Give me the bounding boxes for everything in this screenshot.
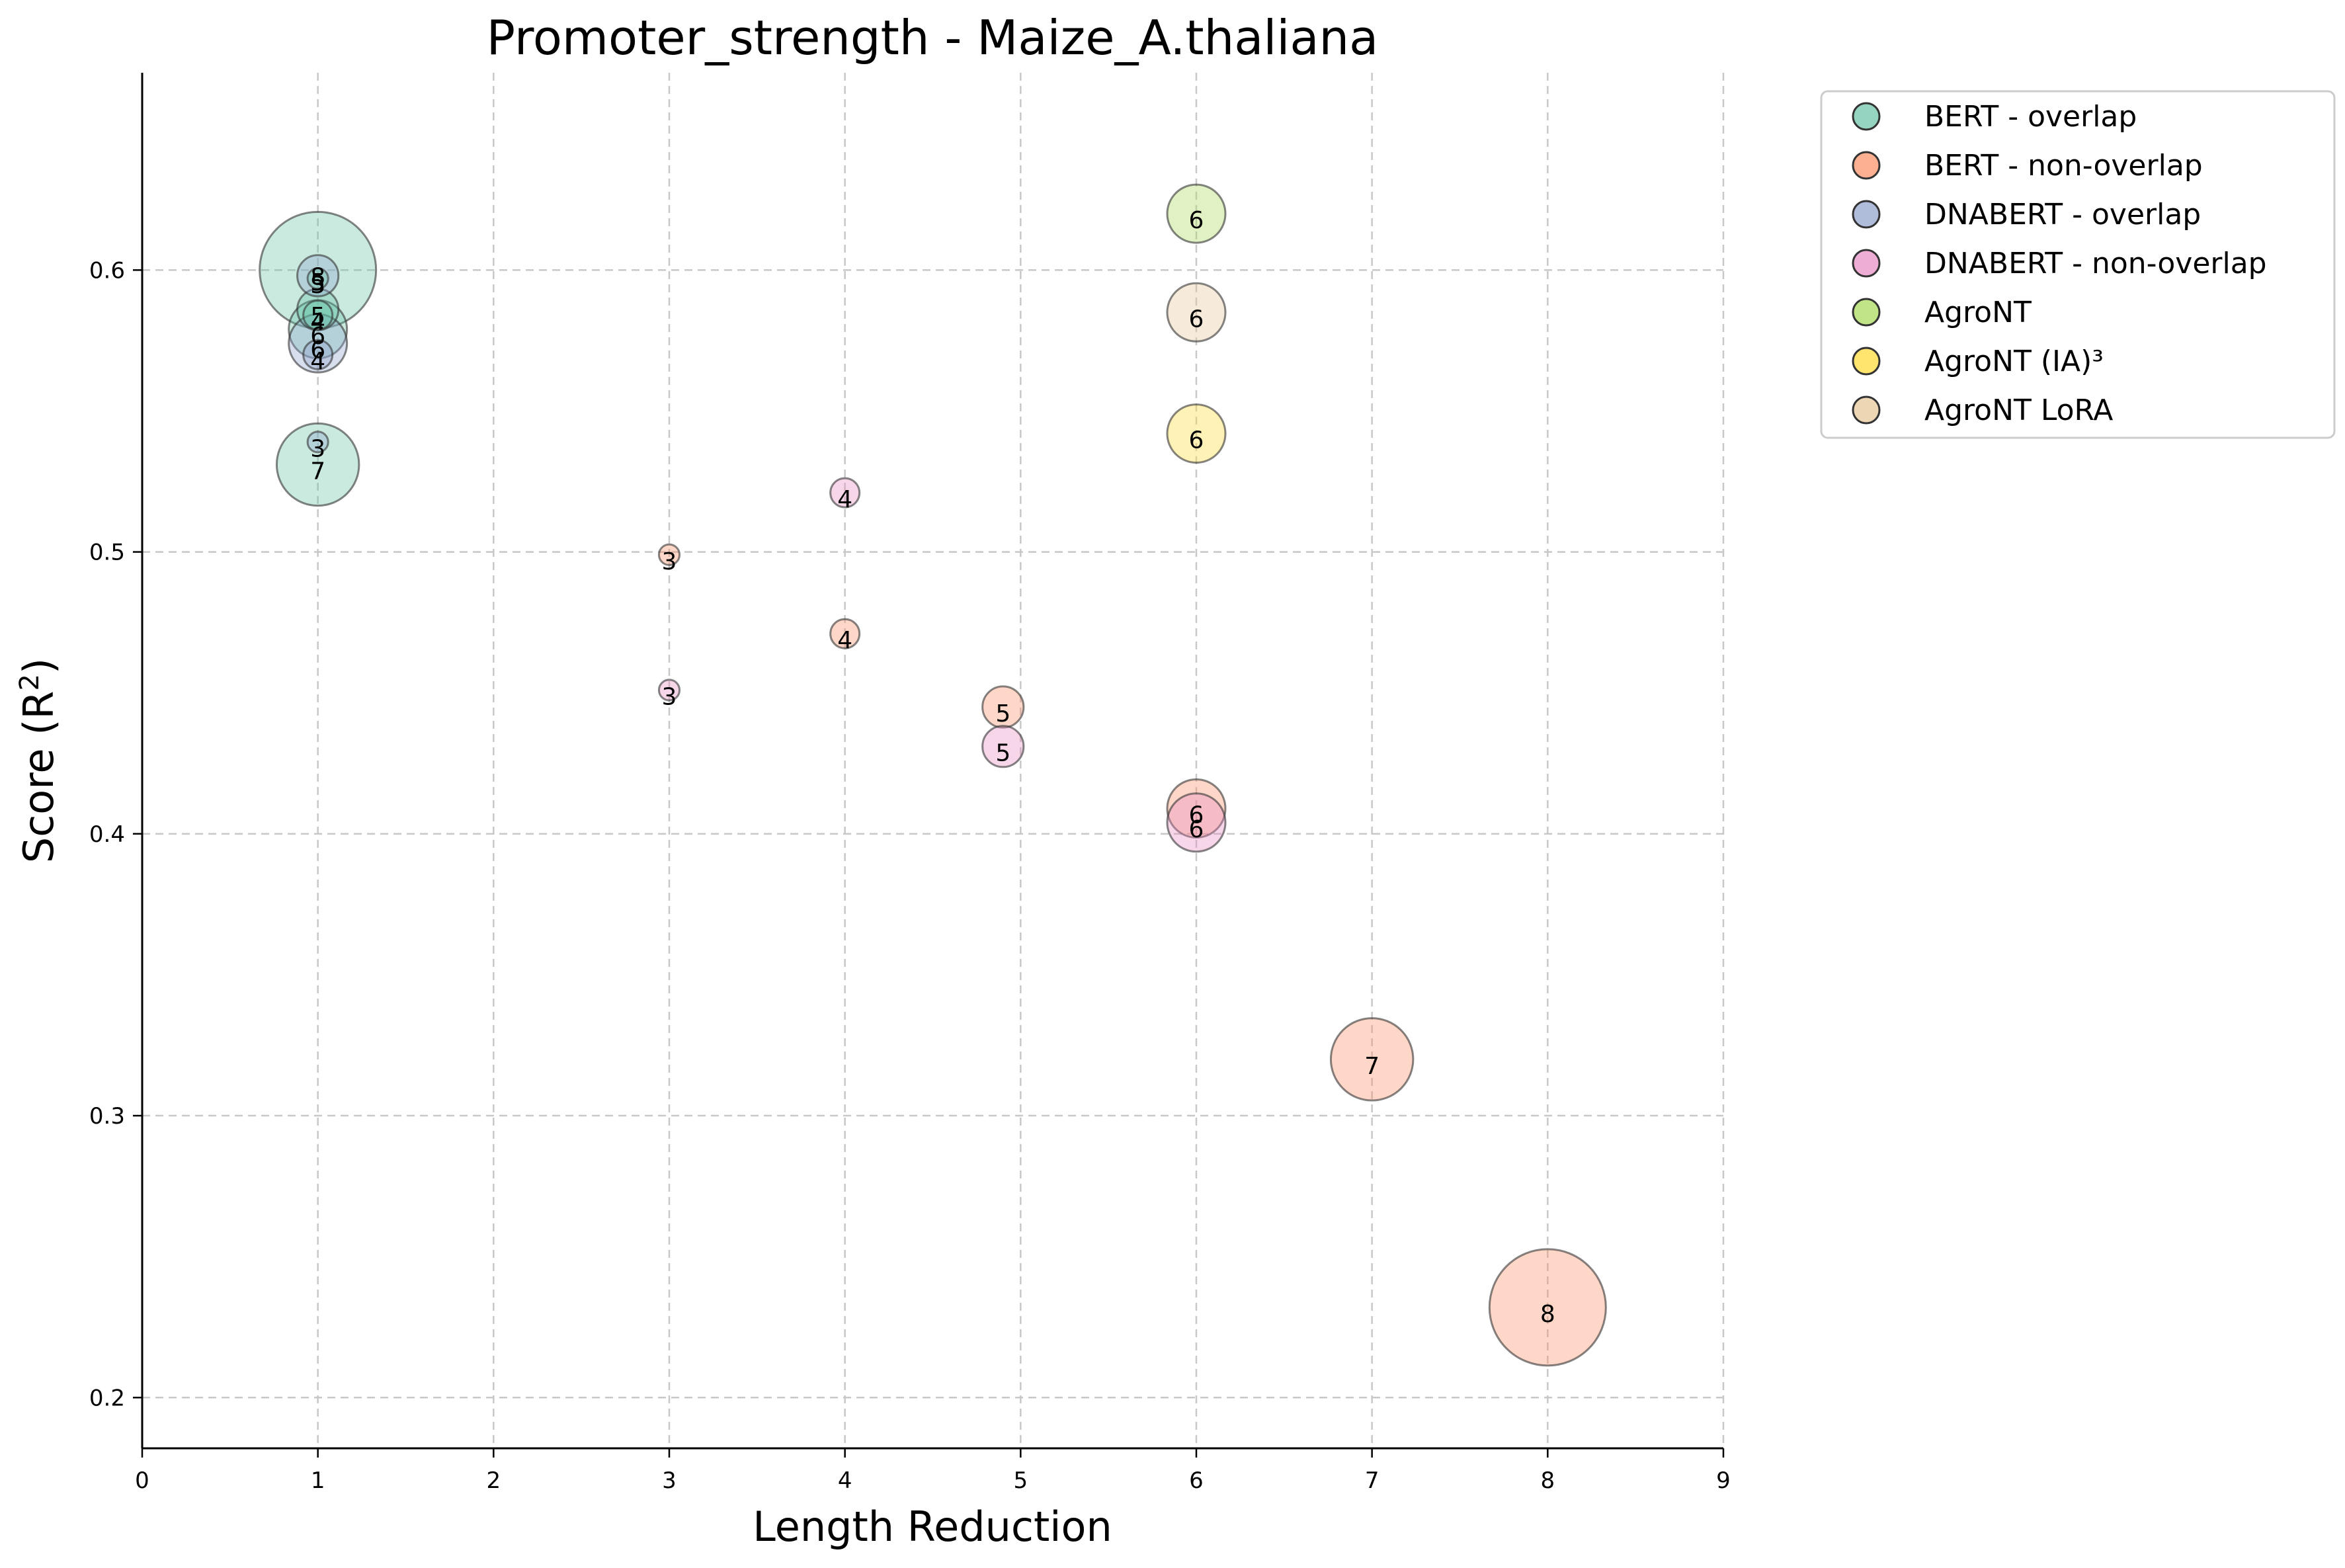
bubble-s0-p2 — [306, 267, 329, 290]
legend-marker-2 — [1852, 200, 1881, 229]
legend-marker-0 — [1852, 102, 1881, 131]
bubble-label-s1-p1: 4 — [837, 627, 852, 654]
x-tick-label-0: 0 — [135, 1467, 149, 1494]
legend: BERT - overlap BERT - non-overlap DNABERT … — [1820, 90, 2336, 439]
y-tick-label-0: 0.2 — [89, 1385, 125, 1411]
bubble-s0-p5 — [275, 422, 360, 507]
legend-marker-4 — [1852, 298, 1881, 327]
y-tick-label-3: 0.5 — [89, 540, 125, 566]
legend-label-5: AgroNT (IA)³ — [1924, 345, 2104, 378]
bubble-s2-p2 — [302, 339, 334, 370]
x-tick-label-2: 2 — [487, 1467, 501, 1494]
bubble-label-s1-p5: 8 — [1540, 1301, 1555, 1328]
bubble-s6-p0 — [1166, 282, 1227, 343]
y-tick-label-1: 0.3 — [89, 1103, 125, 1130]
y-tick-label-2: 0.4 — [89, 821, 125, 848]
x-axis-title: Length Reduction — [753, 1503, 1112, 1551]
bubble-s0-p3 — [302, 300, 334, 331]
bubble-label-s2-p3: 3 — [310, 435, 325, 462]
bubble-label-s3-p2: 5 — [995, 740, 1010, 767]
bubble-s1-p2 — [981, 685, 1025, 729]
bubble-label-s2-p0: 5 — [310, 269, 325, 296]
bubble-label-s3-p1: 4 — [837, 486, 852, 513]
bubble-label-s5-p0: 6 — [1189, 427, 1204, 454]
bubble-s5-p0 — [1166, 403, 1227, 464]
legend-label-0: BERT - overlap — [1924, 100, 2137, 134]
bubble-s0-p1 — [259, 210, 378, 329]
bubble-s1-p1 — [829, 618, 861, 649]
bubble-label-s0-p1: 8 — [310, 263, 325, 290]
legend-marker-3 — [1852, 249, 1881, 278]
legend-label-4: AgroNT — [1924, 296, 2032, 329]
x-tick-label-1: 1 — [311, 1467, 325, 1494]
bubble-label-s4-p0: 6 — [1189, 207, 1204, 234]
bubble-label-s1-p0: 3 — [662, 548, 677, 575]
grid — [141, 73, 1725, 1448]
bubble-label-s1-p4: 7 — [1364, 1053, 1379, 1080]
bubble-label-s0-p4: 6 — [310, 323, 325, 350]
legend-marker-1 — [1852, 151, 1881, 180]
x-tick-label-5: 5 — [1014, 1467, 1028, 1494]
bubble-s3-p3 — [1166, 792, 1227, 853]
bubble-label-s1-p2: 5 — [995, 700, 1010, 727]
x-tick-label-7: 7 — [1365, 1467, 1379, 1494]
bubble-s1-p4 — [1329, 1017, 1415, 1102]
bubble-label-s0-p5: 7 — [310, 458, 325, 485]
bubble-s4-p0 — [1166, 183, 1227, 244]
bubble-s1-p0 — [657, 543, 681, 566]
y-axis-title: Score (R2) — [15, 658, 63, 863]
x-tick-label-4: 4 — [838, 1467, 852, 1494]
legend-label-1: BERT - non-overlap — [1924, 149, 2203, 183]
y-axis-title-main: Score (R — [15, 691, 63, 864]
legend-label-2: DNABERT - overlap — [1924, 198, 2201, 231]
bubble-s2-p0 — [296, 254, 340, 298]
bubble-s1-p5 — [1488, 1248, 1607, 1367]
x-tick-label-3: 3 — [662, 1467, 677, 1494]
axes: 0 1 2 3 4 5 6 7 8 90.20.30.40.50.6 — [89, 73, 1731, 1494]
bubble-label-s2-p1: 6 — [310, 337, 325, 364]
bubble-label-s2-p2: 4 — [310, 348, 325, 375]
bubble-label-s0-p3: 4 — [310, 309, 325, 336]
legend-items: BERT - overlap BERT - non-overlap DNABERT … — [1852, 100, 2267, 427]
bubble-label-s1-p3: 6 — [1189, 802, 1204, 829]
bubble-s1-p3 — [1166, 778, 1227, 839]
legend-marker-6 — [1852, 395, 1881, 425]
bubble-s2-p3 — [306, 431, 329, 454]
y-axis-title-close: ) — [15, 658, 63, 674]
bubble-s3-p2 — [981, 725, 1025, 768]
bubbles — [259, 183, 1607, 1367]
bubble-label-s0-p2: 3 — [310, 272, 325, 299]
y-axis-title-superscript: 2 — [15, 674, 45, 690]
legend-label-3: DNABERT - non-overlap — [1924, 247, 2267, 280]
legend-frame — [1820, 90, 2336, 439]
legend-label-6: AgroNT LoRA — [1924, 393, 2113, 427]
chart-title: Promoter_strength - Maize_A.thaliana — [487, 10, 1379, 65]
x-tick-label-6: 6 — [1189, 1467, 1204, 1494]
bubble-s3-p1 — [829, 477, 861, 509]
bubble-label-s6-p0: 6 — [1189, 306, 1204, 333]
x-tick-label-8: 8 — [1541, 1467, 1555, 1494]
bubble-label-s3-p3: 6 — [1189, 816, 1204, 843]
bubble-label-s3-p0: 3 — [662, 683, 677, 710]
legend-marker-5 — [1852, 347, 1881, 376]
bubble-s3-p0 — [657, 679, 681, 702]
x-tick-label-9: 9 — [1716, 1467, 1731, 1494]
y-tick-label-4: 0.6 — [89, 257, 125, 284]
bubble-label-s0-p0: 5 — [310, 303, 325, 330]
